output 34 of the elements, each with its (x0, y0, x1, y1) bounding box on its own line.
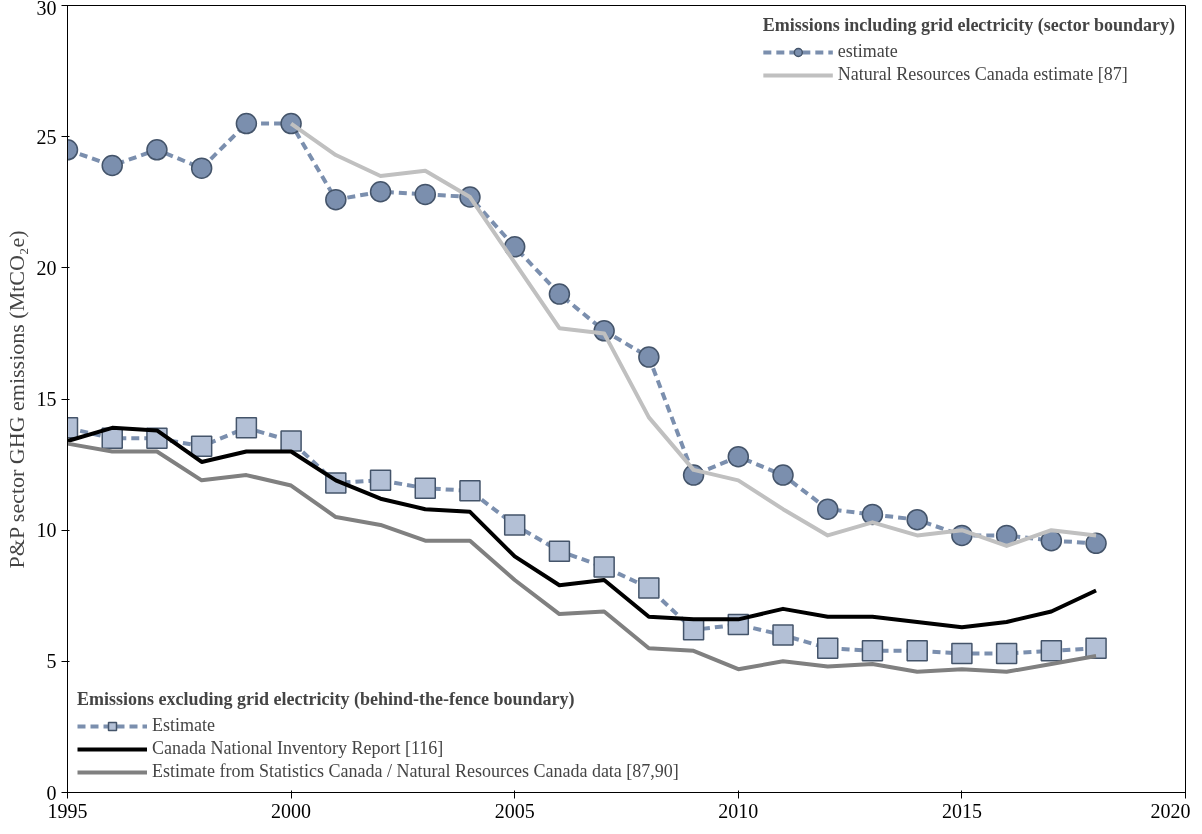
y-tick-label: 15 (36, 388, 57, 410)
point (235, 112, 258, 135)
point (906, 508, 928, 531)
point (1040, 529, 1063, 552)
legend-label: Canada National Inventory Report [116] (152, 738, 444, 759)
legend-label: Estimate (152, 715, 215, 736)
x-tick-label: 2010 (718, 799, 759, 822)
point (727, 445, 750, 468)
point (101, 154, 123, 177)
point (548, 283, 571, 305)
point (1085, 532, 1107, 555)
point (414, 183, 437, 206)
y-tick-label: 30 (36, 0, 57, 19)
y-tick-label: 25 (36, 125, 57, 148)
x-tick-label: 2015 (941, 799, 982, 822)
point (190, 157, 213, 179)
legend-label: estimate (837, 41, 898, 62)
point (772, 464, 794, 486)
y-axis-title: P&P sector GHG emissions (MtCO₂e) (3, 230, 29, 569)
x-tick-label: 2005 (494, 799, 535, 822)
point (325, 188, 347, 211)
y-tick-label: 10 (36, 519, 57, 542)
point (638, 346, 660, 368)
x-tick-label: 2000 (271, 799, 312, 822)
y-tick-label: 20 (36, 256, 57, 279)
annotation: Emissions including grid electricity (sector boundary) (762, 15, 1175, 36)
point (816, 498, 839, 520)
x-tick-label: 2020 (1150, 799, 1191, 822)
legend-label: Natural Resources Canada estimate [87] (837, 64, 1128, 85)
point (146, 139, 168, 161)
legend-label: Estimate from Statistics Canada / Natural Resources Canada data [87,90] (152, 761, 679, 782)
annotation: Emissions excluding grid electricity (behind-the-fence boundary) (77, 689, 576, 710)
y-tick-label: 5 (46, 650, 57, 673)
point (369, 181, 392, 203)
